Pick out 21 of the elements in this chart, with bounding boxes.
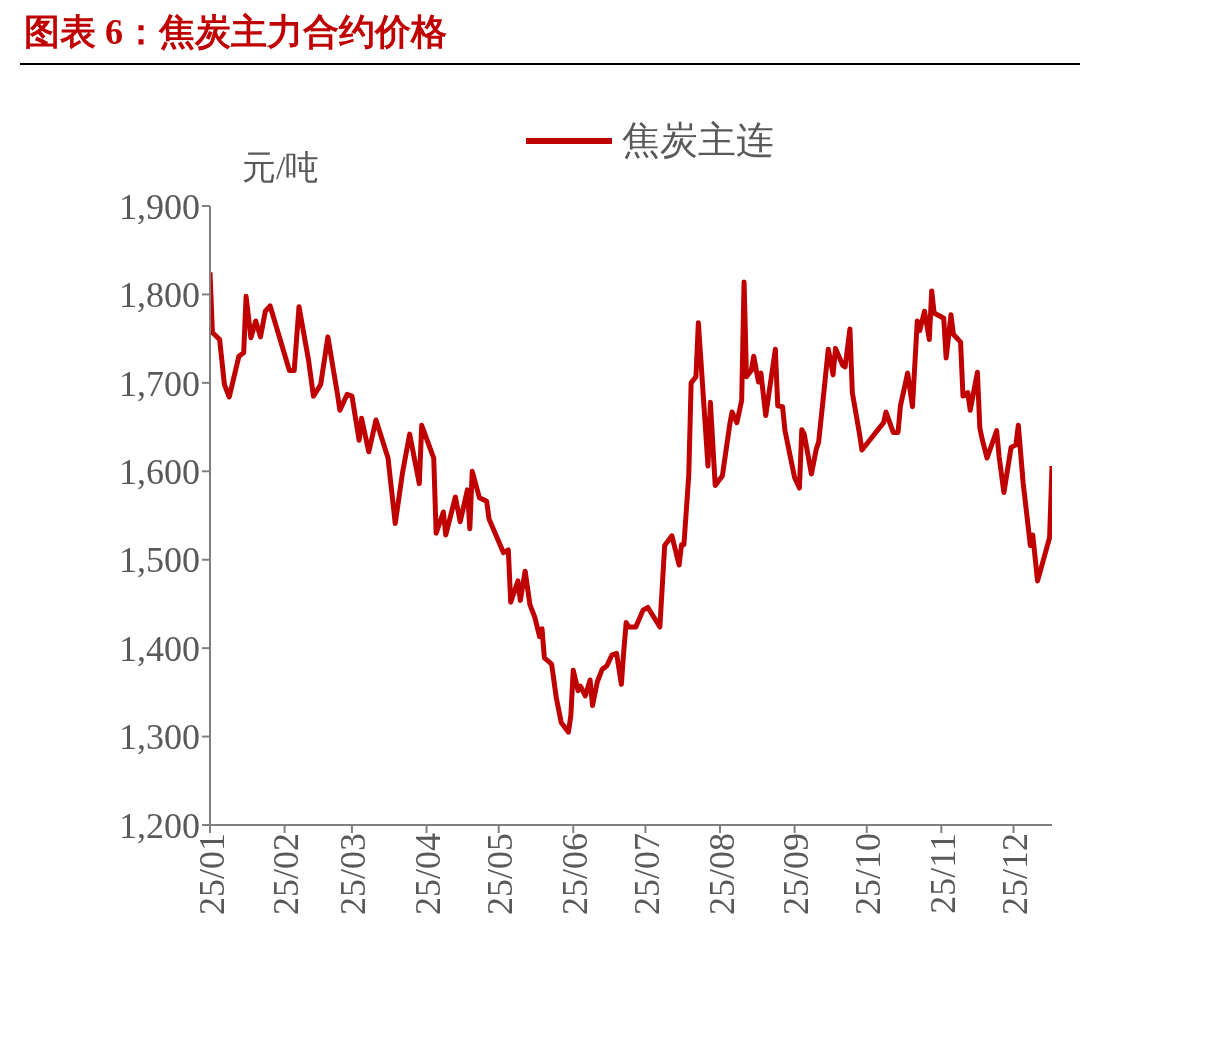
chart-title: 图表 6：焦炭主力合约价格 [20, 8, 1080, 65]
y-tick-label: 1,500 [119, 540, 200, 581]
x-tick-label: 25/09 [776, 833, 817, 916]
x-tick-label: 25/04 [408, 833, 449, 916]
y-tick-label: 1,800 [119, 275, 200, 316]
x-tick-label: 25/07 [626, 833, 667, 916]
y-tick-label: 1,900 [119, 186, 200, 227]
x-tick-label: 25/11 [922, 833, 963, 914]
x-tick-label: 25/05 [480, 833, 521, 916]
y-axis-title: 元/吨 [242, 148, 320, 188]
x-tick-label: 25/03 [333, 833, 374, 916]
y-tick-label: 1,700 [119, 363, 200, 404]
x-tick-label: 25/06 [554, 833, 595, 916]
x-tick-label: 25/10 [848, 833, 889, 916]
x-tick-label: 25/08 [701, 833, 742, 916]
x-tick-label: 25/02 [266, 833, 307, 916]
y-tick-label: 1,300 [119, 717, 200, 758]
y-tick-label: 1,400 [119, 628, 200, 669]
legend-label: 焦炭主连 [622, 118, 774, 163]
x-tick-label: 25/12 [995, 833, 1036, 916]
y-tick-label: 1,600 [119, 452, 200, 493]
